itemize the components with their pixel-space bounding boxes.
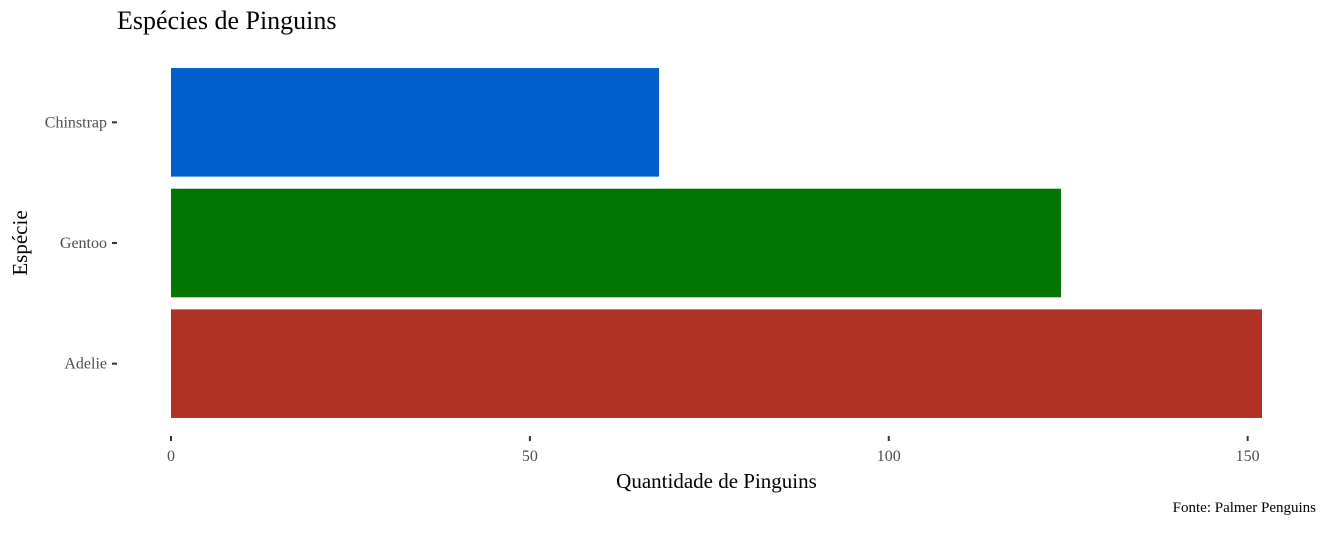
- bar-chinstrap: [171, 68, 660, 177]
- chart-caption: Fonte: Palmer Penguins: [1172, 500, 1316, 516]
- y-tick-label-adelie: Adelie: [64, 356, 107, 373]
- y-axis-title: Espécie: [8, 210, 32, 275]
- x-tick-label-150: 150: [1236, 448, 1260, 465]
- x-tick-label-50: 50: [522, 448, 538, 465]
- bar-gentoo: [171, 188, 1062, 298]
- x-tick-label-100: 100: [877, 448, 901, 465]
- x-tick-label-0: 0: [167, 448, 175, 465]
- bar-adelie: [171, 309, 1262, 418]
- y-tick-label-chinstrap: Chinstrap: [45, 114, 107, 131]
- chart-title: Espécies de Pinguins: [117, 6, 337, 35]
- x-axis-title: Quantidade de Pinguins: [616, 469, 817, 493]
- y-tick-label-gentoo: Gentoo: [60, 235, 107, 252]
